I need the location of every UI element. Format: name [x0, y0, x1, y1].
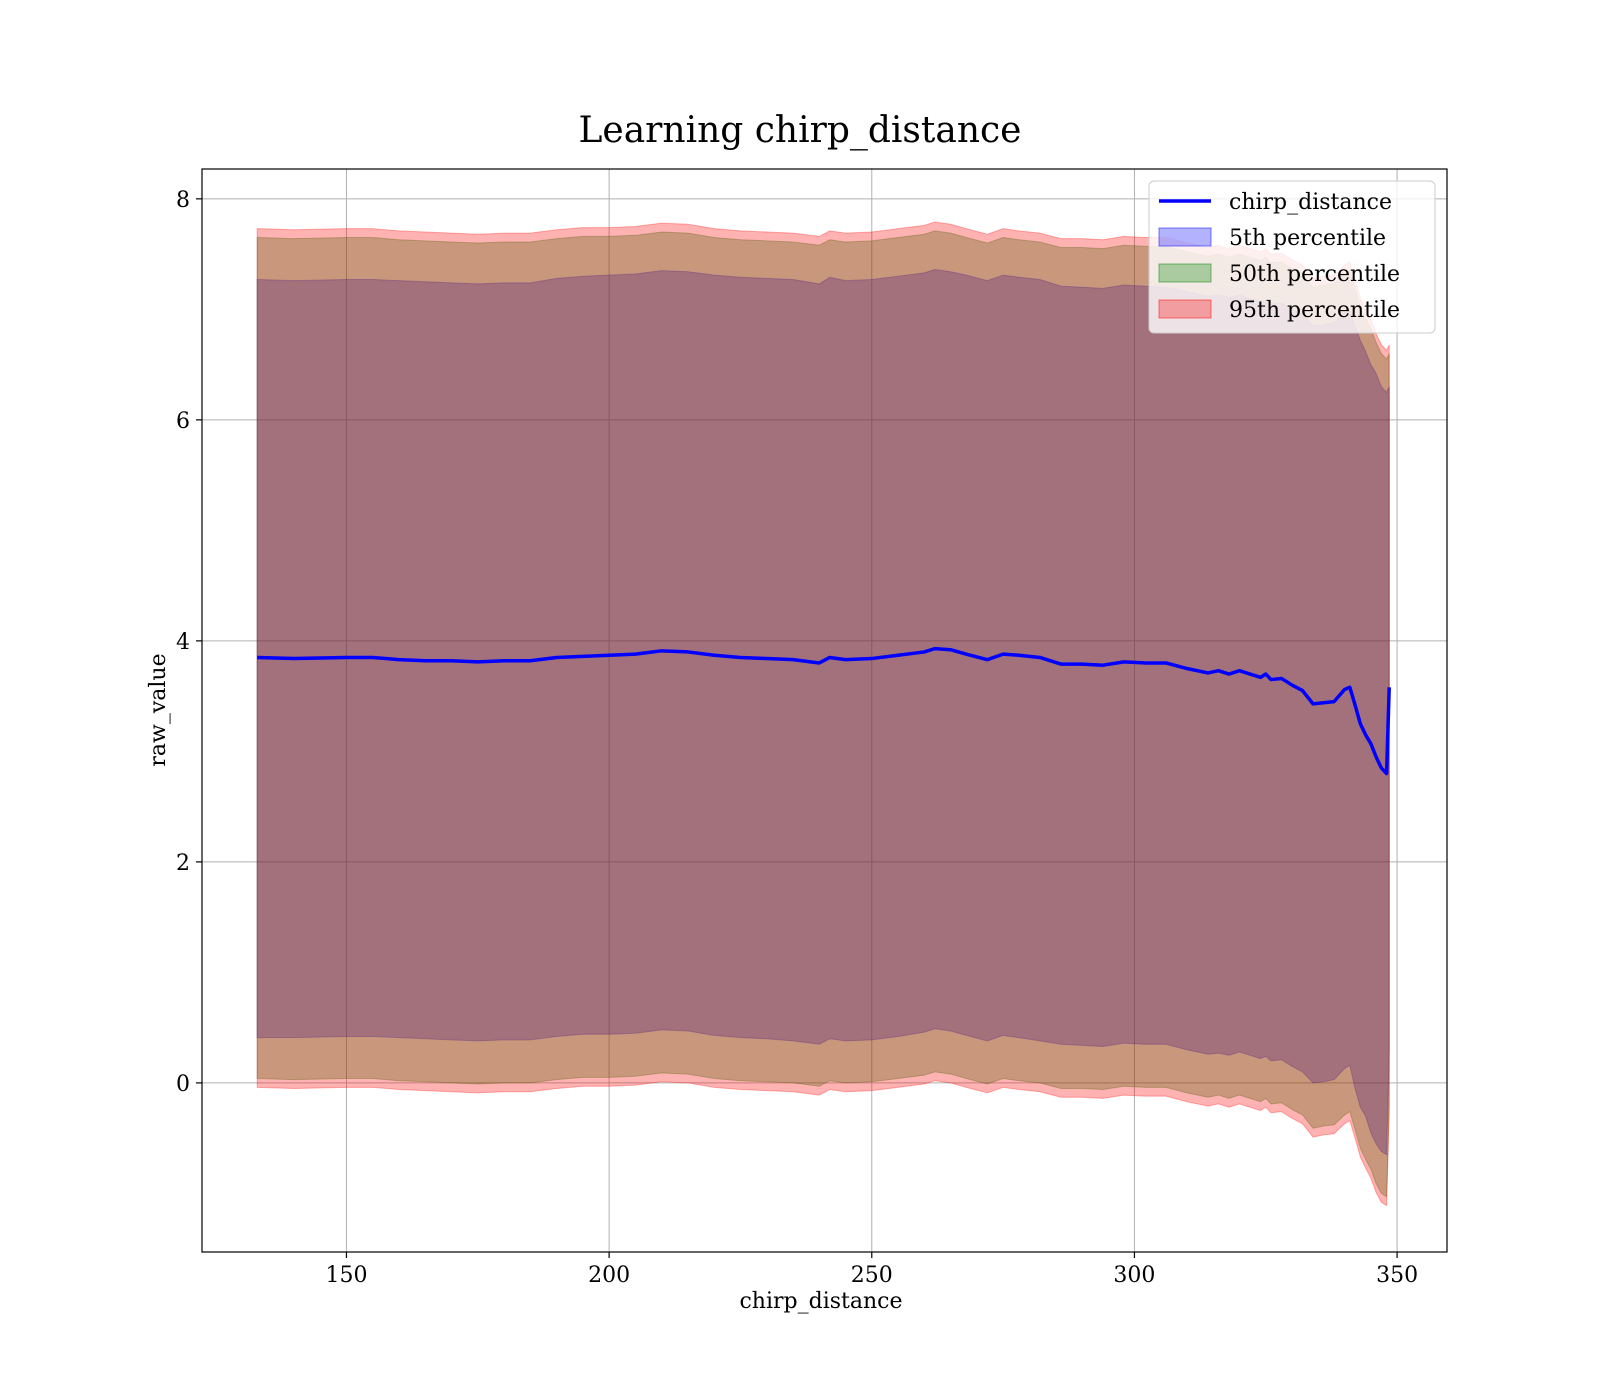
legend-swatch-patch — [1158, 263, 1212, 283]
band-3 — [256, 221, 1390, 1207]
legend-swatch-patch — [1158, 299, 1212, 319]
y-tick-label: 6 — [176, 409, 190, 434]
plot-frame — [201, 168, 1448, 1253]
series-line-0 — [257, 646, 1391, 776]
legend-label: 50th percentile — [1229, 262, 1400, 287]
x-tick-label: 200 — [588, 1263, 630, 1288]
plot-area — [256, 221, 1391, 1207]
legend-box — [1148, 180, 1436, 334]
x-tick-label: 350 — [1376, 1263, 1418, 1288]
chart-title: Learning chirp_distance — [579, 110, 1022, 151]
x-tick-label: 300 — [1113, 1263, 1155, 1288]
band-2 — [256, 230, 1390, 1198]
x-tick-label: 250 — [851, 1263, 893, 1288]
legend: chirp_distance 5th percentile 50th percent… — [1148, 180, 1436, 334]
axes: 150 200 250 300 350 0 2 4 6 8 — [176, 168, 1448, 1288]
y-tick-label: 2 — [176, 851, 190, 876]
y-tick-label: 8 — [176, 188, 190, 213]
legend-swatch-patch — [1158, 227, 1212, 247]
legend-label: chirp_distance — [1229, 190, 1392, 215]
band-1 — [256, 269, 1390, 1156]
legend-label: 95th percentile — [1229, 298, 1400, 323]
legend-label: 5th percentile — [1229, 226, 1386, 251]
y-tick-label: 4 — [176, 630, 190, 655]
y-tick-label: 0 — [176, 1072, 190, 1097]
x-tick-label: 150 — [325, 1263, 367, 1288]
x-axis-label: chirp_distance — [739, 1289, 902, 1314]
y-axis-label: raw_value — [146, 653, 171, 766]
